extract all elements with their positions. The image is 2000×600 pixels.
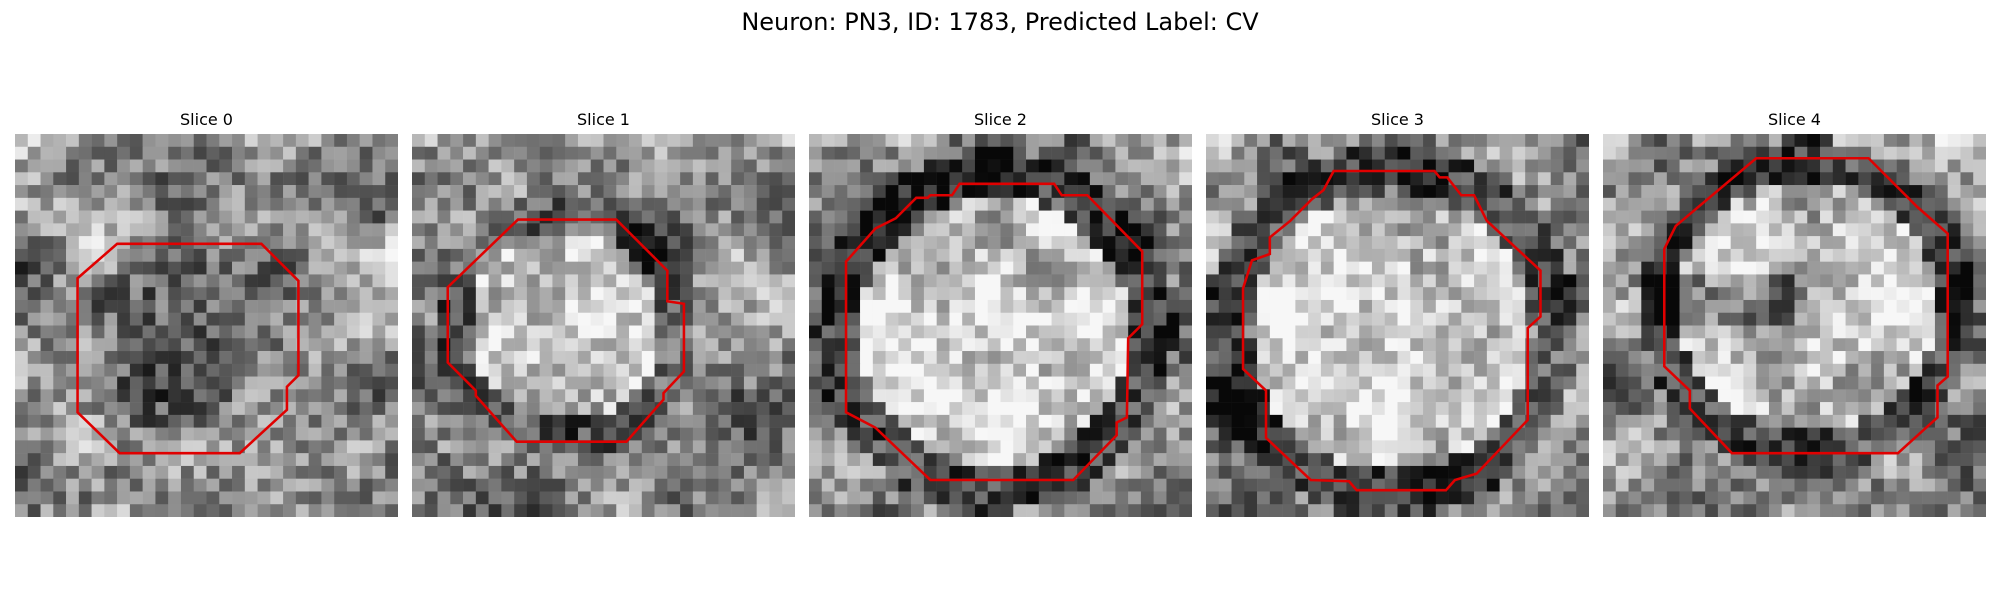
slice-image-canvas [412, 134, 795, 517]
slice-title: Slice 0 [180, 110, 233, 129]
slice-image-canvas [1206, 134, 1589, 517]
slice-image [1603, 134, 1986, 517]
slice-image-canvas [809, 134, 1192, 517]
slice-image [809, 134, 1192, 517]
segmentation-contour [446, 218, 686, 443]
slice-image [1206, 134, 1589, 517]
slice-image [15, 134, 398, 517]
slice-title: Slice 1 [577, 110, 630, 129]
segmentation-contour [76, 242, 300, 455]
slice-image-canvas [1603, 134, 1986, 517]
segmentation-contour [1241, 169, 1542, 492]
segmentation-contour [844, 182, 1144, 482]
figure-title: Neuron: PN3, ID: 1783, Predicted Label: … [741, 8, 1259, 36]
slice-title: Slice 3 [1371, 110, 1424, 129]
segmentation-contour [1663, 156, 1949, 455]
slice-image [412, 134, 795, 517]
slice-title: Slice 2 [974, 110, 1027, 129]
slice-title: Slice 4 [1768, 110, 1821, 129]
slice-image-canvas [15, 134, 398, 517]
